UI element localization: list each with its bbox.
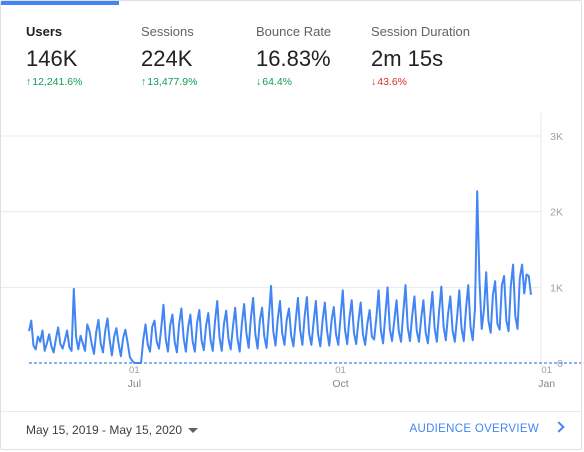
arrow-up-icon: ↑ — [141, 76, 147, 88]
metric-change: ↑13,477.9% — [141, 76, 197, 88]
tab-session-duration[interactable]: Session Duration 2m 15s ↓43.6% — [371, 1, 511, 91]
metric-change: ↓43.6% — [371, 76, 407, 88]
audience-overview-label: AUDIENCE OVERVIEW — [409, 423, 539, 435]
tab-bounce-rate[interactable]: Bounce Rate 16.83% ↓64.4% — [256, 1, 361, 91]
metric-value: 16.83% — [256, 46, 331, 71]
arrow-up-icon: ↑ — [26, 76, 32, 88]
tab-users[interactable]: Users 146K ↑12,241.6% — [1, 1, 131, 91]
tab-label: Sessions — [141, 24, 194, 39]
change-value: 43.6% — [377, 76, 408, 88]
dropdown-caret-icon — [188, 428, 199, 434]
y-tick-label: 3K — [550, 131, 563, 143]
metric-value: 224K — [141, 46, 193, 71]
y-tick-label: 2K — [550, 207, 563, 219]
metric-change: ↑12,241.6% — [26, 76, 82, 88]
x-tick-month: Jul — [128, 378, 141, 390]
arrow-down-icon: ↓ — [256, 76, 262, 88]
comparison-series-line — [29, 362, 581, 364]
chevron-right-icon — [553, 421, 565, 433]
arrow-down-icon: ↓ — [371, 76, 377, 88]
audience-overview-link[interactable]: AUDIENCE OVERVIEW — [409, 421, 565, 435]
metric-value: 146K — [26, 46, 78, 71]
tab-label: Session Duration — [371, 24, 470, 39]
metric-change: ↓64.4% — [256, 76, 292, 88]
change-value: 13,477.9% — [147, 76, 198, 88]
tab-label: Bounce Rate — [256, 24, 332, 39]
y-tick-label: 0 — [557, 358, 563, 370]
date-range-selector[interactable]: May 15, 2019 - May 15, 2020 — [26, 423, 199, 437]
users-series-line — [28, 190, 532, 364]
x-tick-month: Jan — [538, 378, 555, 390]
change-value: 64.4% — [262, 76, 293, 88]
tab-label: Users — [26, 24, 63, 39]
y-tick-label: 1K — [550, 282, 563, 294]
metric-tabs: Users 146K ↑12,241.6% Sessions 224K ↑13,… — [1, 1, 581, 91]
card-footer: May 15, 2019 - May 15, 2020 AUDIENCE OVE… — [1, 411, 581, 449]
date-range-label: May 15, 2019 - May 15, 2020 — [26, 423, 183, 437]
x-tick-day: 01 — [541, 365, 552, 376]
change-value: 12,241.6% — [32, 76, 83, 88]
x-tick-day: 01 — [129, 365, 140, 376]
tab-sessions[interactable]: Sessions 224K ↑13,477.9% — [141, 1, 246, 91]
active-tab-indicator — [1, 1, 119, 5]
x-tick-month: Oct — [332, 378, 348, 390]
metric-value: 2m 15s — [371, 46, 444, 71]
x-tick-day: 01 — [335, 365, 346, 376]
